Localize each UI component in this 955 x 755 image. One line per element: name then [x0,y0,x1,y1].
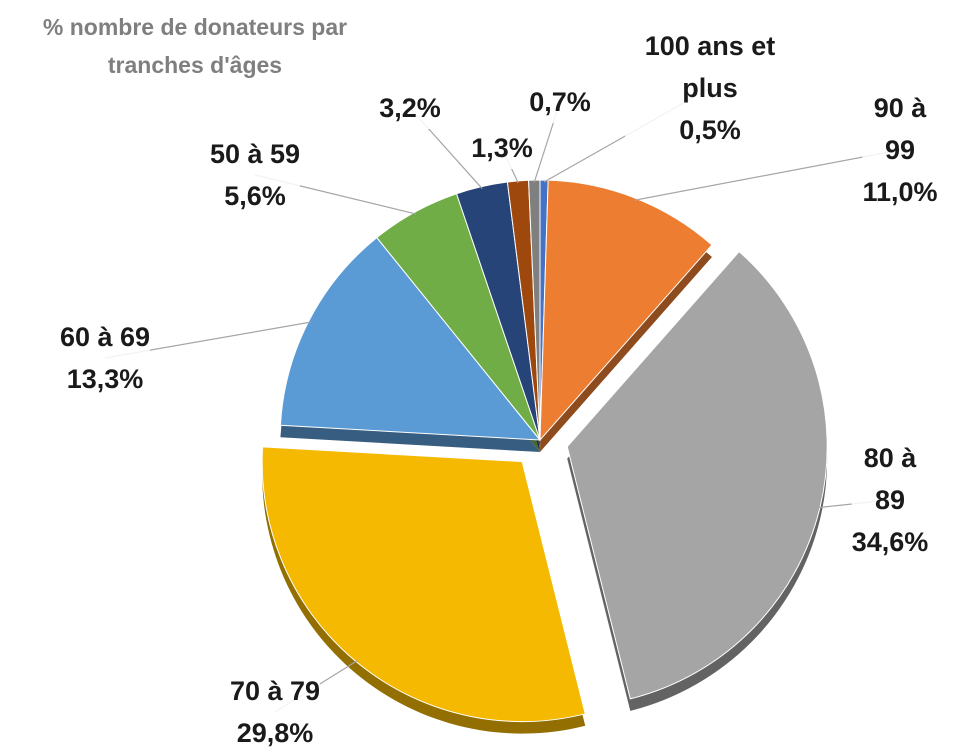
slice [279,236,542,441]
chart-title: % nombre de donateurs par tranches d'âge… [42,14,348,78]
label-text: 60 à 69 [59,322,151,352]
data-label: 50 à 59 5,6% [209,133,301,217]
label-text: 0,5% [679,115,741,145]
leader-line [634,149,901,201]
label-text: 29,8% [236,718,314,748]
label-text: 50 à 59 [209,139,301,169]
slice [539,179,713,442]
data-label: 80 à 89 34,6% [851,437,929,563]
label-text: 5,6% [224,181,286,211]
label-text: 100 ans et plus [644,31,776,103]
label-text: 11,0% [862,177,938,207]
label-text: 13,3% [66,364,144,394]
label-text: 90 à 99 [873,93,927,165]
slice [566,250,828,700]
data-label: 70 à 79 29,8% [229,670,321,754]
label-text: 34,6% [851,527,929,557]
data-label: 60 à 69 13,3% [59,316,151,400]
data-label: 1,3% [471,127,533,169]
label-text: 70 à 79 [229,676,321,706]
label-text: 3,2% [379,93,441,123]
data-label: 100 ans et plus 0,5% [625,25,795,151]
label-text: 1,3% [471,133,533,163]
label-text: 0,7% [529,87,591,117]
data-label: 3,2% [379,87,441,129]
data-label: 0,7% [529,81,591,123]
data-label: 90 à 99 11,0% [862,87,938,213]
slice [528,179,541,441]
slice [261,446,586,723]
label-text: 80 à 89 [863,443,917,515]
